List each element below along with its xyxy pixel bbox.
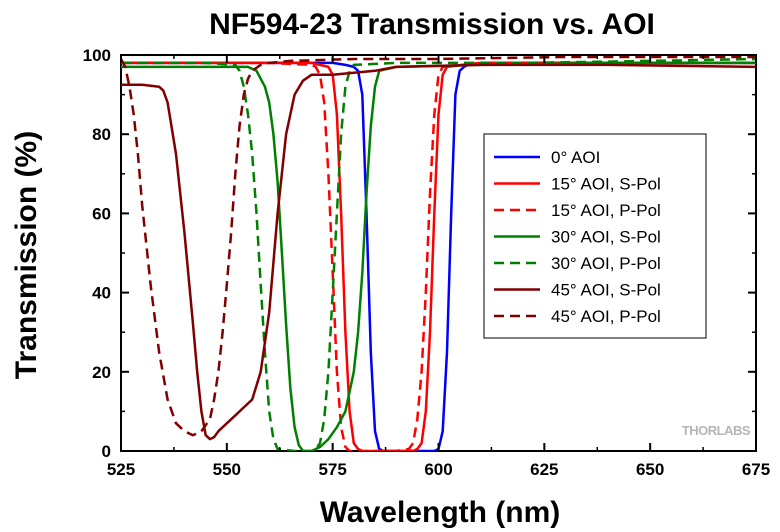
x-tick-label: 625 xyxy=(530,460,558,479)
legend-label-0: 0° AOI xyxy=(551,148,600,167)
legend-label-4: 30° AOI, P-Pol xyxy=(551,254,661,273)
y-axis: 0 20 40 60 80 100 xyxy=(83,46,756,461)
y-tick-label: 60 xyxy=(92,204,111,223)
thorlabs-watermark: THORLABS xyxy=(682,423,751,438)
series-line-4 xyxy=(121,57,756,451)
series-line-1 xyxy=(121,61,756,451)
y-tick-label: 80 xyxy=(92,125,111,144)
y-axis-label: Transmission (%) xyxy=(10,131,43,379)
y-tick-label: 40 xyxy=(92,284,111,303)
plot-area xyxy=(120,54,757,452)
x-tick-label: 650 xyxy=(636,460,664,479)
x-axis-label: Wavelength (nm) xyxy=(320,496,561,529)
x-tick-label: 575 xyxy=(318,460,346,479)
legend-label-3: 30° AOI, S-Pol xyxy=(551,228,661,247)
series-line-3 xyxy=(121,61,756,451)
legend-label-1: 15° AOI, S-Pol xyxy=(551,175,661,194)
legend-label-6: 45° AOI, P-Pol xyxy=(551,307,661,326)
legend: 0° AOI 15° AOI, S-Pol 15° AOI, P-Pol 30° AO… xyxy=(483,133,707,339)
series-line-2 xyxy=(121,61,756,451)
x-tick-label: 550 xyxy=(213,460,241,479)
chart-title: NF594-23 Transmission vs. AOI xyxy=(209,8,655,41)
x-tick-label: 525 xyxy=(107,460,135,479)
series-line-6 xyxy=(121,55,756,437)
y-tick-label: 100 xyxy=(83,46,111,65)
legend-label-5: 45° AOI, S-Pol xyxy=(551,281,661,300)
y-tick-label: 20 xyxy=(92,363,111,382)
series-layer xyxy=(121,55,756,451)
legend-label-2: 15° AOI, P-Pol xyxy=(551,201,661,220)
x-axis: 525 550 575 600 625 650 675 xyxy=(107,55,770,479)
series-line-5 xyxy=(121,63,756,441)
x-tick-label: 675 xyxy=(742,460,770,479)
x-tick-label: 600 xyxy=(424,460,452,479)
y-tick-label: 0 xyxy=(102,442,111,461)
